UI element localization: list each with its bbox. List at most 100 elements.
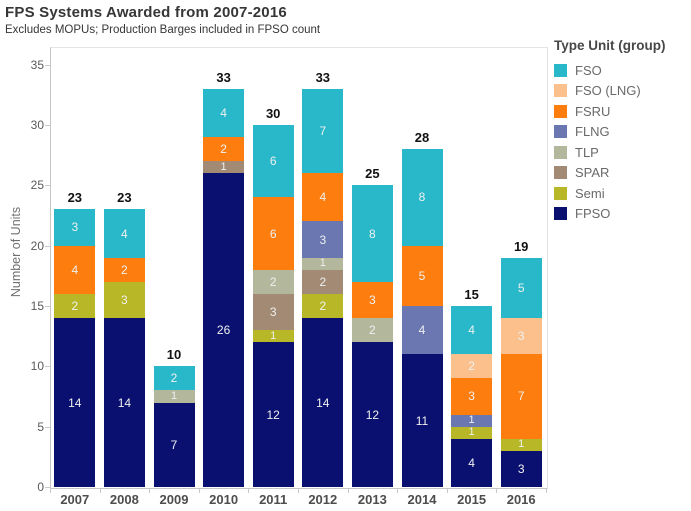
bar-segment-fsru-2016[interactable]: 7 <box>500 354 542 439</box>
bar-segment-semi-2008[interactable]: 3 <box>103 281 145 318</box>
bar-segment-tlp-2011[interactable]: 2 <box>252 269 294 294</box>
bar-segment-value: 4 <box>418 323 426 338</box>
y-tick-mark <box>45 124 50 126</box>
x-tick-label-2015: 2015 <box>457 492 487 507</box>
legend-label: Semi <box>575 185 605 201</box>
bar-segment-fsru-2012[interactable]: 4 <box>302 173 344 222</box>
bar-segment-flng-2015[interactable]: 1 <box>451 414 493 427</box>
x-tick-mark <box>248 488 250 493</box>
bar-segment-fso-2013[interactable]: 8 <box>351 185 393 282</box>
bar-segment-semi-2011[interactable]: 1 <box>252 330 294 343</box>
bar-segment-fpso-2012[interactable]: 14 <box>302 318 344 487</box>
bar-segment-spar-2011[interactable]: 3 <box>252 293 294 331</box>
bar-segment-value: 2 <box>220 142 227 157</box>
bar-segment-fso-2014[interactable]: 8 <box>401 149 443 246</box>
bar-total-2008: 23 <box>117 190 132 206</box>
x-tick-label-2011: 2011 <box>259 492 288 507</box>
bar-segment-value: 5 <box>418 268 426 283</box>
bar-segment-value: 2 <box>71 298 79 313</box>
bar-segment-flng-2014[interactable]: 4 <box>401 305 443 355</box>
bar-segment-value: 2 <box>319 298 327 313</box>
bar-segment-fpso-2014[interactable]: 11 <box>401 354 443 487</box>
bar-segment-value: 4 <box>468 323 475 338</box>
legend-label: FSO (LNG) <box>575 83 641 99</box>
bar-total-2010: 33 <box>216 69 231 85</box>
legend-swatch-fsru <box>554 104 567 118</box>
legend-item-tlp[interactable]: TLP <box>554 142 688 163</box>
bar-segment-fpso-2010[interactable]: 26 <box>203 173 245 487</box>
legend-swatch-flng <box>554 125 567 139</box>
bar-segment-value: 1 <box>468 426 475 439</box>
bar-segment-fso-2012[interactable]: 7 <box>302 88 344 174</box>
bar-segment-value: 12 <box>266 407 280 422</box>
bar-segment-fsru-2010[interactable]: 2 <box>203 136 245 162</box>
bar-total-2014: 28 <box>414 130 430 146</box>
bar-segment-fsru-2014[interactable]: 5 <box>401 245 443 306</box>
bar-segment-fso-2009[interactable]: 2 <box>153 366 195 391</box>
bar-segment-spar-2010[interactable]: 1 <box>203 161 245 174</box>
bar-segment-value: 1 <box>170 389 178 402</box>
bar-segment-value: 14 <box>117 395 132 410</box>
bar-segment-value: 3 <box>319 232 327 247</box>
legend-item-fso-lng[interactable]: FSO (LNG) <box>554 81 688 102</box>
bar-segment-value: 2 <box>468 359 475 374</box>
bar-segment-value: 4 <box>121 226 128 241</box>
bar-segment-fsru-2007[interactable]: 4 <box>54 245 96 294</box>
bar-segment-tlp-2013[interactable]: 2 <box>351 318 393 343</box>
bar-segment-fso-2015[interactable]: 4 <box>451 305 493 355</box>
y-tick-label-10: 10 <box>30 359 44 374</box>
bar-segment-semi-2016[interactable]: 1 <box>500 438 542 451</box>
legend-label: FSO <box>575 62 602 78</box>
x-tick-label-2010: 2010 <box>209 492 239 507</box>
legend-item-semi[interactable]: Semi <box>554 183 688 204</box>
bar-segment-semi-2012[interactable]: 2 <box>302 293 344 318</box>
y-tick-mark <box>45 185 50 187</box>
bar-segment-tlp-2012[interactable]: 1 <box>302 257 344 270</box>
bar-segment-fso-lng-2016[interactable]: 3 <box>500 318 542 355</box>
bar-segment-fso-2010[interactable]: 4 <box>203 88 245 137</box>
chart-title: FPS Systems Awarded from 2007-2016 <box>5 4 287 21</box>
bar-segment-fpso-2013[interactable]: 12 <box>351 342 393 487</box>
bar-segment-semi-2015[interactable]: 1 <box>451 426 493 439</box>
legend-label: FLNG <box>575 124 610 140</box>
y-tick-mark <box>45 487 50 488</box>
bar-segment-value: 3 <box>468 389 475 404</box>
bar-segment-fsru-2008[interactable]: 2 <box>103 257 145 282</box>
bar-segment-fso-2011[interactable]: 6 <box>252 124 294 198</box>
bar-segment-value: 2 <box>170 371 178 386</box>
bar-segment-fpso-2016[interactable]: 3 <box>500 450 542 487</box>
y-tick-label-35: 35 <box>30 57 44 72</box>
bar-segment-fsru-2013[interactable]: 3 <box>351 281 393 318</box>
plot-area <box>50 47 548 489</box>
x-tick-mark <box>298 488 299 493</box>
bar-segment-flng-2012[interactable]: 3 <box>302 221 344 258</box>
legend-item-fso[interactable]: FSO <box>554 60 688 81</box>
bar-segment-value: 3 <box>269 304 277 319</box>
bar-segment-value: 2 <box>269 274 277 289</box>
bar-segment-fso-2016[interactable]: 5 <box>500 257 542 318</box>
legend-label: TLP <box>575 144 599 160</box>
bar-segment-fsru-2011[interactable]: 6 <box>252 197 294 270</box>
bar-segment-spar-2012[interactable]: 2 <box>302 269 344 294</box>
legend-swatch-fpso <box>554 207 567 221</box>
bar-segment-fso-2008[interactable]: 4 <box>103 209 145 258</box>
x-tick-label-2013: 2013 <box>357 492 387 507</box>
legend-item-fsru[interactable]: FSRU <box>554 101 688 122</box>
bar-segment-value: 14 <box>68 395 82 410</box>
bar-segment-fso-2007[interactable]: 3 <box>54 209 96 246</box>
legend-item-flng[interactable]: FLNG <box>554 122 688 143</box>
bar-segment-value: 8 <box>418 190 426 205</box>
bar-segment-fpso-2015[interactable]: 4 <box>451 438 493 487</box>
bar-segment-fpso-2007[interactable]: 14 <box>54 318 96 487</box>
bar-segment-fpso-2008[interactable]: 14 <box>103 318 145 487</box>
bar-segment-fsru-2015[interactable]: 3 <box>451 378 493 415</box>
bar-segment-fpso-2011[interactable]: 12 <box>252 342 294 487</box>
bar-segment-fso-lng-2015[interactable]: 2 <box>451 354 493 379</box>
bar-segment-semi-2007[interactable]: 2 <box>54 293 96 318</box>
bar-segment-fpso-2009[interactable]: 7 <box>153 402 195 487</box>
legend-item-fpso[interactable]: FPSO <box>554 204 688 225</box>
legend-items: FSO FSO (LNG) FSRU FLNG TLP SPAR Semi FPSO <box>554 60 688 224</box>
legend-item-spar[interactable]: SPAR <box>554 163 688 184</box>
bar-segment-tlp-2009[interactable]: 1 <box>153 389 195 403</box>
